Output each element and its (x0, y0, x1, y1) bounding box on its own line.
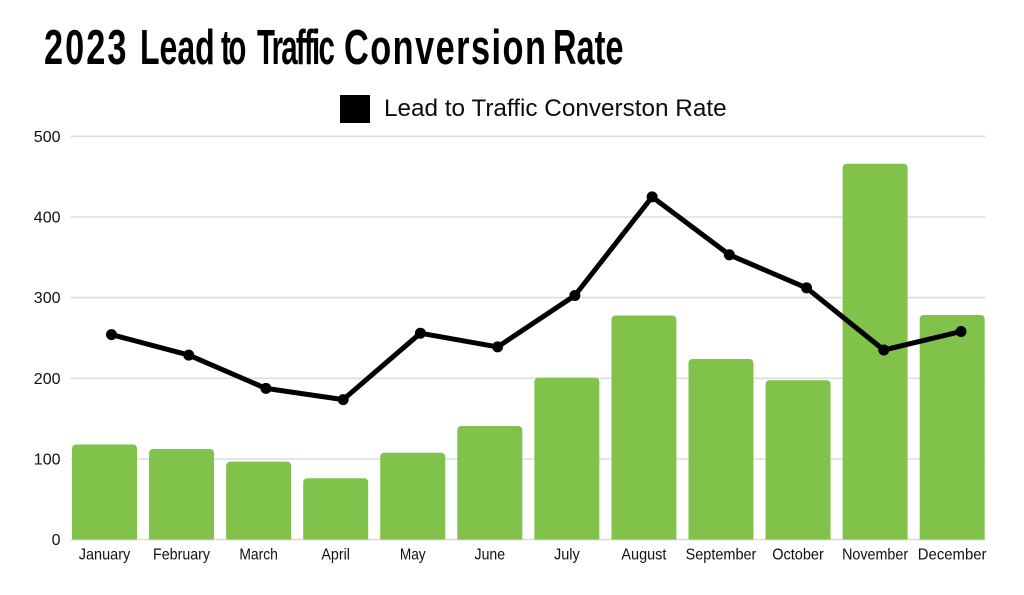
svg-text:March: March (239, 546, 278, 563)
svg-text:200: 200 (34, 371, 61, 388)
svg-text:January: January (79, 546, 131, 563)
svg-text:July: July (554, 546, 580, 563)
svg-text:May: May (400, 546, 426, 563)
svg-text:November: November (842, 546, 909, 563)
svg-text:400: 400 (34, 210, 61, 227)
svg-text:October: October (772, 546, 824, 563)
svg-text:August: August (621, 546, 667, 563)
svg-text:April: April (321, 546, 350, 563)
svg-text:300: 300 (34, 290, 61, 307)
svg-text:December: December (918, 546, 987, 563)
svg-text:100: 100 (34, 452, 61, 469)
svg-text:June: June (475, 546, 506, 563)
svg-text:February: February (153, 546, 210, 563)
svg-text:September: September (686, 546, 757, 563)
svg-text:0: 0 (52, 532, 61, 549)
svg-text:500: 500 (34, 129, 61, 146)
